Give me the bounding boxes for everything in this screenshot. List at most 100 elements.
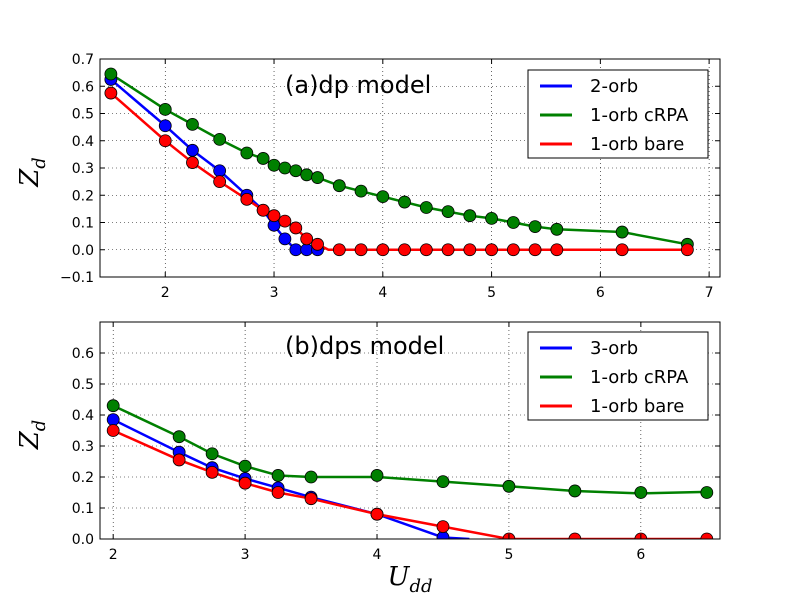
- legend: 2-orb 1-orb cRPA 1-orb bare: [527, 69, 709, 159]
- x-axis-label-main: U: [388, 562, 411, 592]
- x-tick-label: 6: [596, 285, 605, 301]
- data-point-1-orb-bare: [238, 476, 252, 490]
- data-point-1-orb-crpa: [615, 225, 629, 239]
- legend-label: 1-orb bare: [590, 134, 684, 155]
- data-point-1-orb-bare: [568, 532, 582, 539]
- data-point-1-orb-bare: [398, 243, 411, 257]
- data-point-1-orb-crpa: [106, 399, 120, 413]
- data-point-1-orb-crpa: [278, 161, 292, 175]
- data-point-1-orb-bare: [354, 243, 368, 257]
- legend: 3-orb 1-orb cRPA 1-orb bare: [527, 331, 709, 421]
- data-point-1-orb-bare: [158, 134, 172, 148]
- data-point-2-orb: [186, 143, 199, 157]
- legend-label: 3-orb: [590, 338, 638, 359]
- x-axis-label: Udd: [388, 562, 433, 597]
- data-point-1-orb-bare: [436, 520, 450, 533]
- y-tick-label: 0.0: [72, 243, 94, 259]
- data-point-1-orb-crpa: [700, 486, 714, 499]
- x-tick-label: 3: [241, 547, 250, 563]
- data-point-1-orb-bare: [267, 209, 281, 223]
- data-point-1-orb-crpa: [376, 190, 390, 204]
- data-point-1-orb-bare: [463, 243, 477, 257]
- data-point-1-orb-bare: [205, 465, 219, 479]
- y-axis-label: Zd: [15, 420, 50, 451]
- data-point-1-orb-bare: [172, 453, 186, 467]
- data-point-1-orb-bare: [104, 86, 118, 100]
- data-point-1-orb-bare: [615, 243, 629, 257]
- data-point-1-orb-crpa: [436, 475, 450, 489]
- y-tick-label: 0.3: [72, 439, 94, 455]
- x-tick-label: 2: [161, 285, 170, 301]
- data-point-1-orb-bare: [700, 532, 714, 539]
- x-tick-label: 4: [378, 285, 387, 301]
- panel-title: (b)dps model: [285, 332, 444, 360]
- data-point-1-orb-bare: [240, 192, 254, 206]
- data-point-1-orb-bare: [528, 243, 542, 257]
- x-tick-label: 4: [373, 547, 382, 563]
- y-tick-label: 0.2: [72, 470, 94, 486]
- series-line-2-orb: [110, 78, 318, 251]
- data-point-1-orb-bare: [550, 243, 564, 257]
- data-point-2-orb: [300, 243, 314, 257]
- data-point-1-orb-bare: [376, 243, 390, 257]
- data-point-3-orb: [106, 413, 120, 427]
- data-point-1-orb-crpa: [506, 216, 520, 229]
- data-point-1-orb-crpa: [528, 220, 542, 233]
- y-axis-label-main: Z: [15, 430, 45, 450]
- y-tick-label: 0.4: [72, 134, 94, 150]
- data-point-1-orb-crpa: [370, 469, 384, 482]
- data-point-1-orb-bare: [311, 237, 324, 251]
- data-point-1-orb-bare: [186, 156, 199, 169]
- data-point-1-orb-bare: [300, 232, 314, 246]
- y-tick-label: 0.1: [72, 501, 94, 517]
- data-point-1-orb-bare: [485, 243, 498, 257]
- data-point-1-orb-crpa: [332, 179, 346, 193]
- x-tick-label: 5: [504, 547, 513, 563]
- axes-frame: [99, 321, 721, 540]
- x-tick-label: 5: [487, 285, 496, 301]
- data-point-1-orb-bare: [213, 175, 227, 189]
- data-point-1-orb-crpa: [186, 118, 199, 131]
- y-tick-label: 0.6: [72, 346, 94, 362]
- data-point-1-orb-crpa: [158, 103, 172, 116]
- data-point-1-orb-bare: [106, 424, 120, 437]
- y-axis-label-subscript: d: [29, 157, 50, 169]
- legend-label: 1-orb bare: [590, 396, 684, 417]
- data-point-1-orb-crpa: [289, 164, 303, 178]
- y-tick-label: 0.5: [72, 377, 94, 393]
- x-tick-label: 3: [270, 285, 279, 301]
- data-point-1-orb-bare: [278, 214, 292, 228]
- data-point-1-orb-crpa: [550, 222, 564, 236]
- legend-label: 1-orb cRPA: [590, 367, 689, 388]
- data-point-1-orb-crpa: [104, 67, 118, 81]
- data-point-1-orb-bare: [370, 507, 384, 521]
- data-point-2-orb: [289, 243, 303, 257]
- data-point-1-orb-crpa: [441, 205, 455, 219]
- data-point-1-orb-crpa: [238, 459, 252, 473]
- data-point-1-orb-bare: [506, 243, 520, 257]
- data-point-1-orb-bare: [271, 486, 285, 499]
- y-tick-label: 0.5: [72, 107, 94, 123]
- y-tick-label: 0.3: [72, 161, 94, 177]
- y-tick-label: 0.7: [72, 52, 94, 68]
- data-point-1-orb-crpa: [300, 168, 314, 182]
- y-tick-label: 0.0: [72, 532, 94, 548]
- data-point-1-orb-crpa: [354, 184, 368, 198]
- data-point-3-orb: [436, 531, 450, 539]
- data-point-1-orb-crpa: [398, 195, 411, 209]
- plot-area: [106, 399, 714, 539]
- y-tick-label: 0.1: [72, 216, 94, 232]
- data-point-1-orb-crpa: [267, 158, 281, 172]
- y-tick-label: −0.1: [60, 270, 94, 286]
- panel-dps-model: 2 3 4 5 6 0.0 0.1 0.2 0.3 0.4 0.5 0.6 Zd Udd (b)dps mo…: [15, 321, 721, 597]
- data-point-2-orb: [213, 164, 227, 178]
- panel-dp-model: 2 3 4 5 6 7 −0.1 0.0 0.1 0.2 0.3 0.4 0.5 0.6 0.7 Zd (a)d…: [15, 52, 721, 301]
- x-tick-label: 7: [705, 285, 714, 301]
- y-axis-label-main: Z: [15, 168, 45, 188]
- y-tick-label: 0.6: [72, 79, 94, 95]
- data-point-1-orb-crpa: [172, 430, 186, 444]
- data-point-1-orb-crpa: [240, 146, 254, 160]
- data-point-1-orb-bare: [289, 221, 303, 235]
- data-point-1-orb-crpa: [502, 479, 516, 493]
